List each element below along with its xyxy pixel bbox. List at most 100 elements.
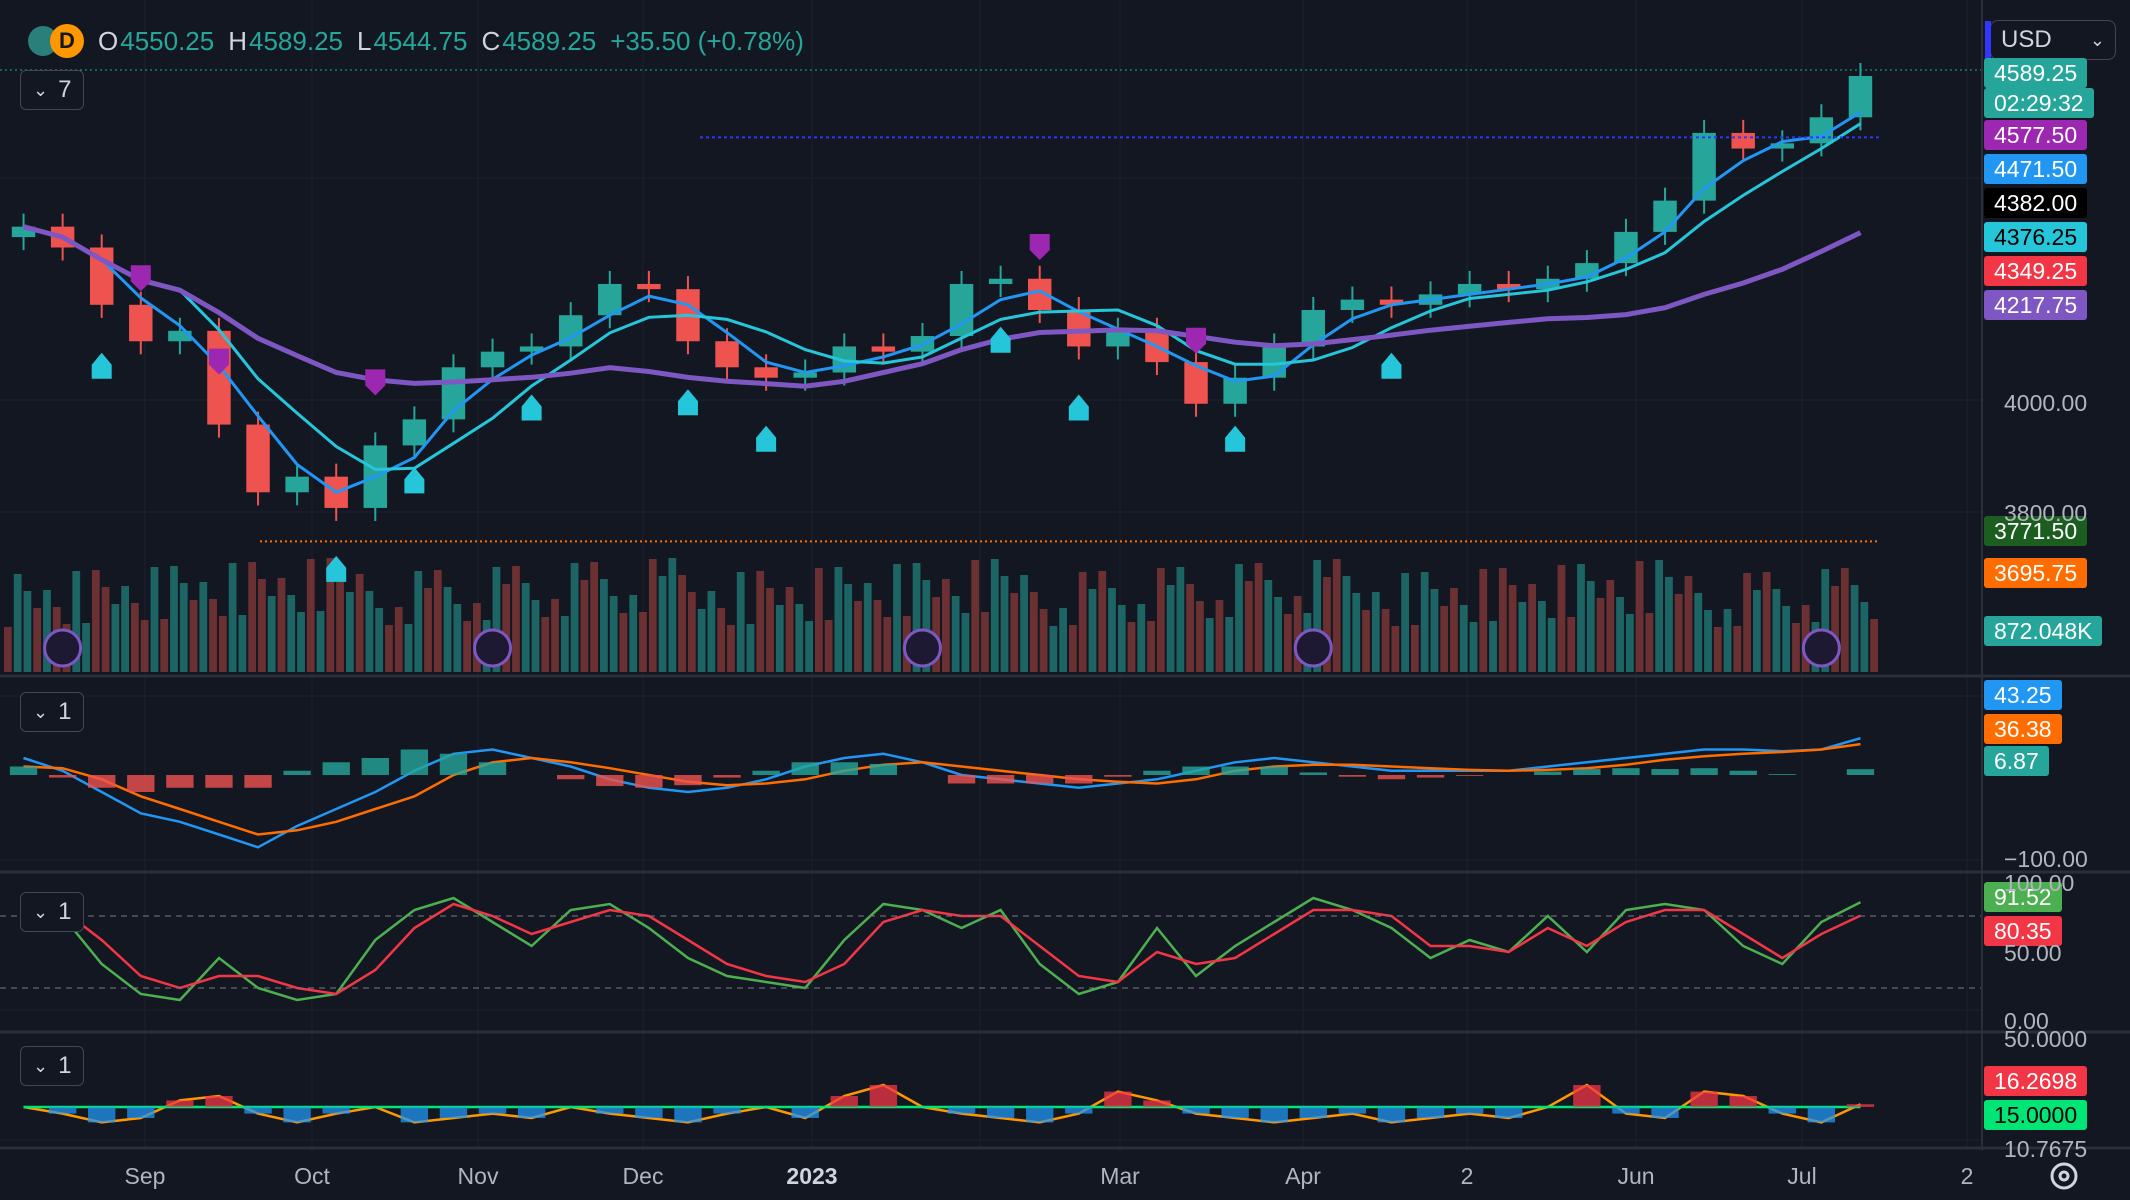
candle-body [1027, 278, 1052, 310]
macd-pane-toggle-button[interactable]: ⌄ 1 [20, 692, 85, 732]
currency-label: USD [2001, 26, 2052, 53]
volume-bar [199, 582, 208, 672]
x-axis-label: 2 [1460, 1163, 1474, 1189]
adx-histogram-bar [478, 1107, 507, 1114]
adx-pane-toggle-button[interactable]: ⌄ 1 [20, 1046, 85, 1086]
volume-bar [1264, 580, 1273, 672]
symbol-badge[interactable]: D [28, 24, 84, 58]
volume-bar [560, 616, 569, 672]
low-label: L [356, 25, 372, 56]
volume-bar [1469, 622, 1478, 672]
macd-histogram-bar [9, 766, 38, 775]
volume-bar [971, 560, 980, 672]
volume-bar [1352, 593, 1361, 672]
volume-bar [600, 579, 608, 672]
volume-bar [1528, 584, 1537, 672]
adx-histogram-bar [713, 1107, 741, 1114]
volume-bar [1538, 601, 1546, 672]
settings-gear-icon[interactable] [2044, 1156, 2084, 1196]
adx-histogram-bar [1143, 1100, 1171, 1107]
volume-bar [961, 613, 970, 672]
volume-bar [756, 571, 765, 672]
macd-histogram-bar [244, 775, 272, 788]
price-tag: 16.2698 [1984, 1066, 2088, 1096]
volume-bar [238, 615, 247, 672]
moving-average-lines [22, 110, 1880, 543]
volume-bar [72, 571, 81, 672]
adx-histogram-bar [205, 1096, 233, 1107]
volume-bar [912, 563, 921, 672]
volume-bar [990, 559, 999, 672]
macd-histogram-bar [830, 762, 858, 775]
candle-body [1223, 377, 1247, 404]
macd-histogram-bar [986, 775, 1015, 784]
volume-bar [766, 588, 774, 672]
ohlc-header: D O4550.25 H4589.25 L4544.75 C4589.25 +3… [28, 24, 804, 58]
volume-bar [1733, 626, 1742, 672]
adx-histogram-bar [1846, 1104, 1875, 1107]
adx-histogram-bar [48, 1107, 77, 1114]
adx-histogram-bar [1455, 1107, 1484, 1114]
price-tag: 4217.75 [1984, 290, 2088, 320]
volume-bar [385, 625, 393, 672]
candle-body [558, 315, 583, 347]
buy-signal-arrow [326, 555, 347, 582]
volume-bar [1166, 585, 1175, 672]
volume-bar [619, 613, 628, 672]
macd-histogram-bar [400, 749, 429, 775]
macd-histogram-bar [752, 770, 780, 775]
adx-histogram-bar [400, 1107, 429, 1123]
macd-histogram-bar [1299, 772, 1327, 775]
volume-bar [551, 599, 559, 672]
volume-bar [717, 608, 726, 672]
volume-bar [697, 609, 706, 672]
adx-histogram-bar [1104, 1091, 1132, 1107]
volume-bar [824, 620, 833, 672]
adx-histogram-bar [1065, 1107, 1093, 1114]
volume-bar [1450, 588, 1458, 672]
stoch-pane-toggle-button[interactable]: ⌄ 1 [20, 892, 85, 932]
sell-signal-flag [1029, 234, 1050, 260]
volume-bar [775, 605, 784, 672]
candle-body [1106, 330, 1130, 347]
macd-histogram-bar [1612, 768, 1640, 775]
macd-histogram-bar [283, 770, 311, 775]
price-tag: 3771.50 [1984, 516, 2088, 546]
volume-bar [1606, 580, 1615, 672]
volume-bar [1547, 618, 1556, 672]
volume-bar [922, 580, 931, 672]
volume-bar [306, 559, 315, 672]
candle-body [1496, 283, 1521, 290]
macd-histogram-bar [1651, 769, 1679, 775]
volume-bar [512, 566, 520, 672]
chevron-down-icon: ⌄ [33, 901, 49, 922]
volume-bar [258, 579, 266, 672]
volume-bar [1713, 627, 1722, 672]
macd-histogram-bar [1260, 766, 1288, 775]
indicators-toggle-button[interactable]: ⌄ 7 [20, 70, 85, 110]
macd-histogram-bar [205, 775, 233, 788]
macd-histogram-bar [1338, 775, 1367, 777]
volume-bar [345, 592, 354, 672]
candle-body [402, 419, 427, 446]
macd-histogram-bar [322, 762, 350, 775]
volume-bars [4, 558, 1878, 672]
volume-bar [170, 566, 178, 672]
macd-histogram-bar [1377, 775, 1406, 780]
volume-bar [834, 567, 843, 672]
currency-select[interactable]: USD ⌄ [1985, 20, 2116, 61]
buy-signal-arrow [91, 352, 112, 379]
adx-histogram-bar [1573, 1085, 1601, 1107]
grid-lines [0, 0, 1982, 1150]
volume-bar [736, 572, 745, 672]
volume-bar [1049, 626, 1058, 672]
volume-bar [1235, 564, 1243, 672]
volume-bar [33, 608, 42, 672]
volume-bar [1792, 623, 1800, 672]
volume-bar [1411, 625, 1419, 672]
buy-signal-arrow [521, 394, 542, 421]
volume-bar [1069, 625, 1077, 672]
low-value: 4544.75 [373, 25, 468, 56]
volume-bar [111, 604, 120, 672]
adx-histogram-bar [1260, 1107, 1288, 1123]
